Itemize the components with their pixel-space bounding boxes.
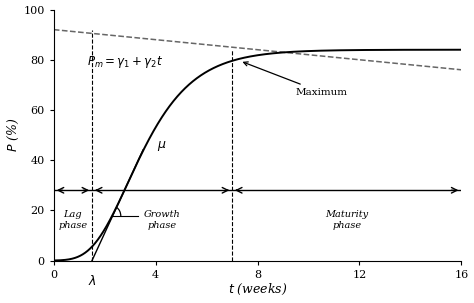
Text: $\lambda$: $\lambda$: [88, 274, 96, 288]
Text: Growth
phase: Growth phase: [144, 210, 181, 230]
Text: Maturity
phase: Maturity phase: [325, 210, 368, 230]
X-axis label: $t$ (weeks): $t$ (weeks): [228, 282, 287, 298]
Text: $P_m = \gamma_1 + \gamma_2 t$: $P_m = \gamma_1 + \gamma_2 t$: [87, 54, 163, 70]
Text: $\mu$: $\mu$: [157, 138, 166, 153]
Text: Maximum: Maximum: [244, 62, 348, 97]
Y-axis label: $P$ (%): $P$ (%): [6, 118, 21, 152]
Text: Lag
phase: Lag phase: [58, 210, 88, 230]
